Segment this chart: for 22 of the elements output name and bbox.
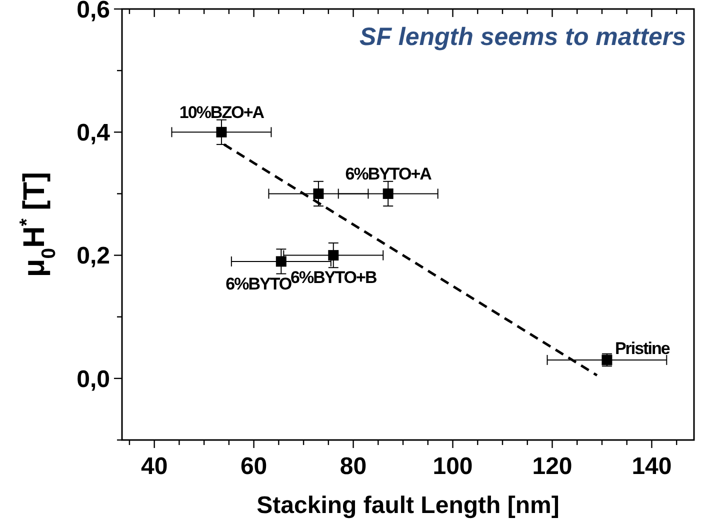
x-axis-title: Stacking fault Length [nm] bbox=[256, 492, 560, 519]
x-tick-label: 140 bbox=[632, 453, 672, 480]
point bbox=[313, 188, 324, 199]
point bbox=[382, 188, 394, 199]
point bbox=[328, 250, 339, 261]
annotation: SF length seems to matters bbox=[360, 23, 686, 51]
point bbox=[216, 126, 227, 138]
x-tick-label: 100 bbox=[432, 453, 473, 480]
point bbox=[276, 256, 286, 267]
annotation: Pristine bbox=[614, 338, 670, 358]
annotation: 6%BYTO+A bbox=[345, 164, 432, 184]
y-tick-label: 0,4 bbox=[76, 120, 111, 147]
y-tick-label: 0,6 bbox=[76, 0, 110, 24]
annotation: 6%BYTO+B bbox=[290, 268, 377, 288]
y-tick-label: 0,0 bbox=[76, 366, 110, 393]
x-tick-label: 40 bbox=[140, 453, 168, 480]
y-tick-label: 0,2 bbox=[76, 242, 110, 270]
annotation: 6%BYTO bbox=[226, 274, 292, 294]
x-tick-label: 80 bbox=[340, 453, 367, 480]
x-tick-label: 120 bbox=[532, 453, 572, 480]
x-tick-label: 60 bbox=[240, 453, 268, 480]
annotation: 10%BZO+A bbox=[179, 103, 264, 122]
